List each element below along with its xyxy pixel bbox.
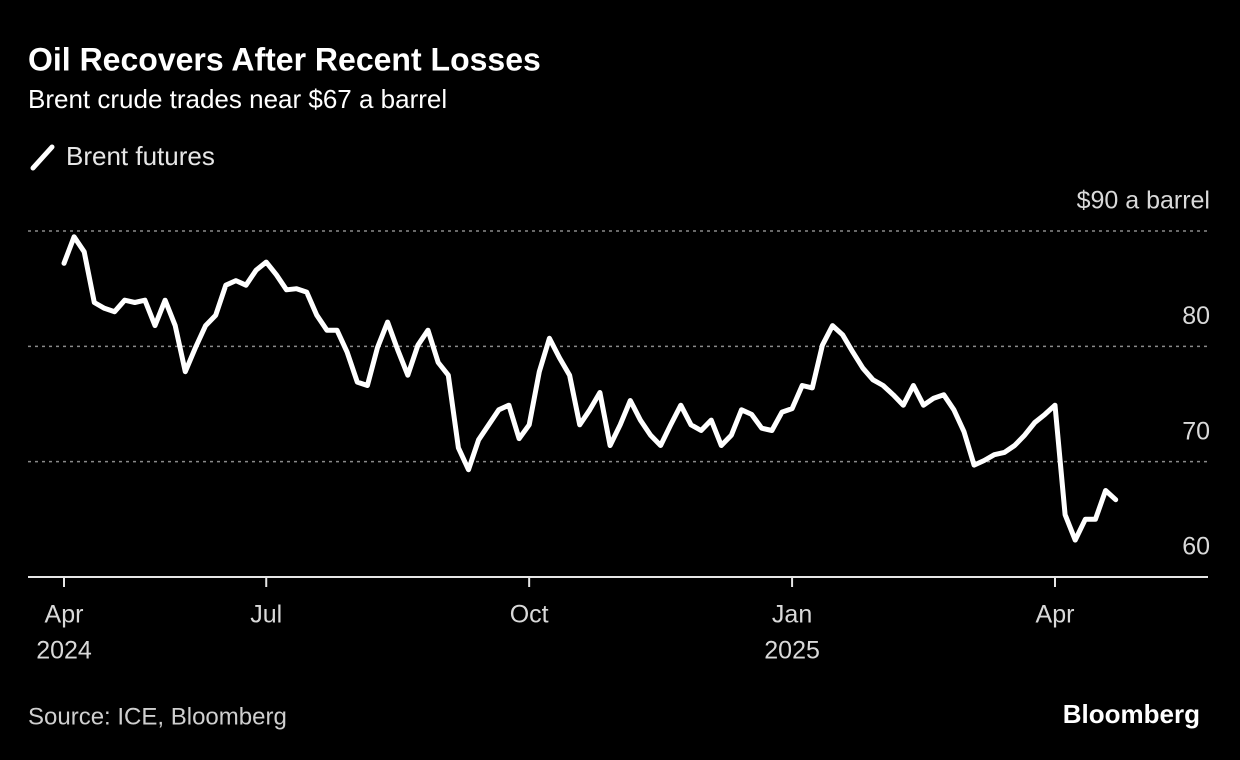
x-tick-label: Jan xyxy=(772,601,812,629)
legend-label: Brent futures xyxy=(66,141,215,171)
y-tick-label: 60 xyxy=(1182,533,1210,561)
x-tick-label: Jul xyxy=(250,601,282,629)
source: Source: ICE, Bloomberg xyxy=(28,703,287,730)
x-year-label: 2025 xyxy=(764,637,820,665)
x-tick-label: Oct xyxy=(510,601,549,629)
y-tick-label: 80 xyxy=(1182,302,1210,330)
data-line xyxy=(61,234,1119,543)
x-tick-label: Apr xyxy=(1036,601,1075,629)
x-year-label: 2024 xyxy=(36,637,92,665)
y-tick-label: $90 a barrel xyxy=(1077,187,1210,215)
legend-swatch xyxy=(30,144,55,171)
chart-title: Oil Recovers After Recent Losses xyxy=(28,41,541,77)
x-tick-label: Apr xyxy=(45,601,84,629)
chart-subtitle: Brent crude trades near $67 a barrel xyxy=(28,84,447,114)
brand-logo: Bloomberg xyxy=(1063,699,1200,729)
y-tick-label: 70 xyxy=(1182,417,1210,445)
